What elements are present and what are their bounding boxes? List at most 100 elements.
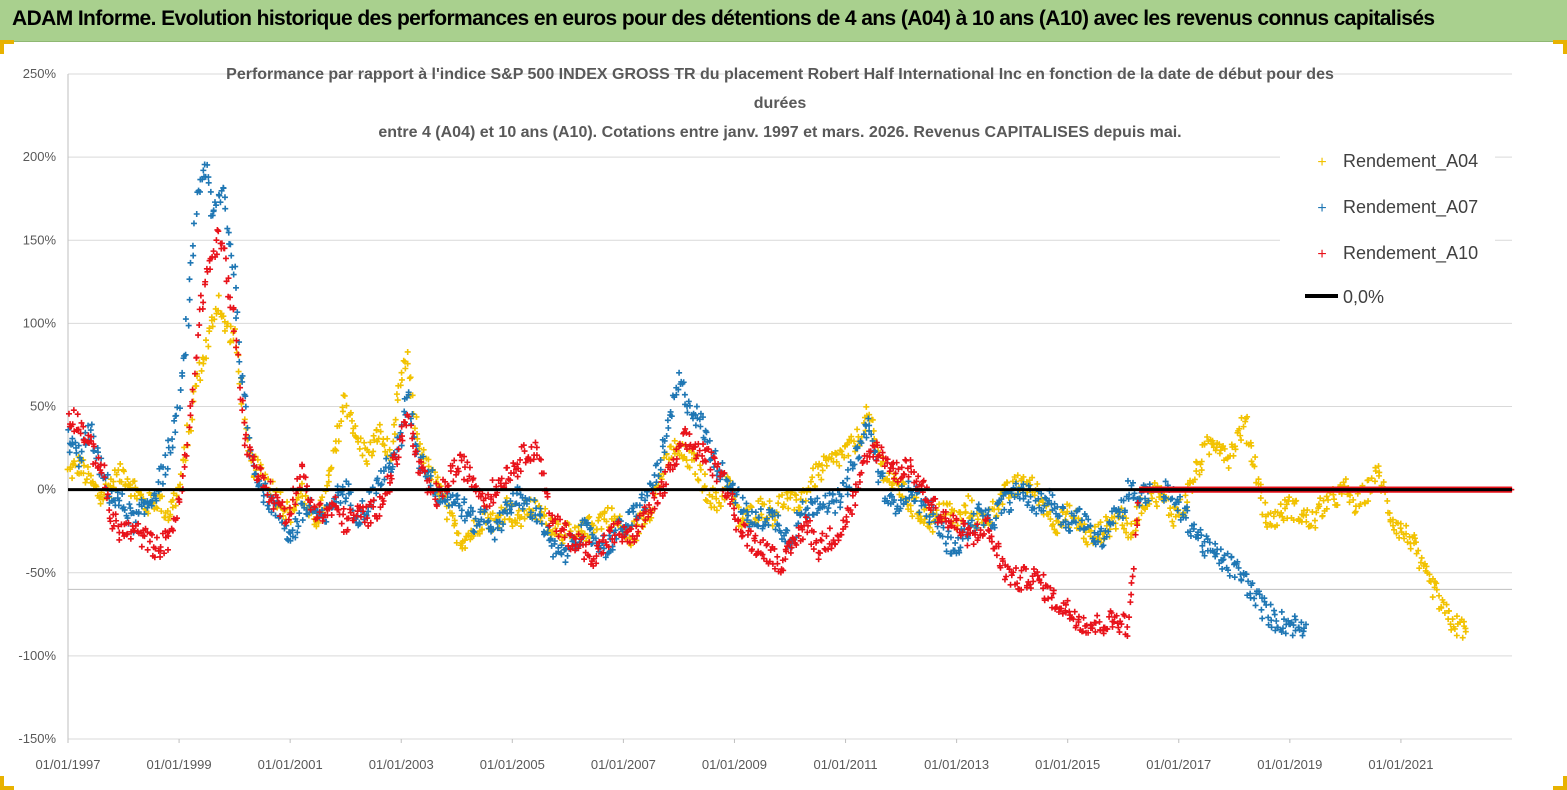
point-Rendement_A07 — [78, 457, 85, 464]
point-Rendement_A10 — [380, 498, 387, 505]
point-Rendement_A07 — [1036, 504, 1043, 511]
point-Rendement_A04 — [413, 413, 420, 420]
point-Rendement_A07 — [531, 497, 538, 504]
point-Rendement_A10 — [246, 452, 253, 459]
point-Rendement_A10 — [701, 457, 708, 464]
y-tick-label-4: 50% — [30, 399, 56, 414]
point-Rendement_A10 — [852, 481, 859, 488]
point-Rendement_A04 — [359, 452, 366, 459]
y-axis-ticks: 250% 200% 150% 100% 50% 0% -50% -100% -150% — [18, 66, 56, 746]
point-Rendement_A07 — [840, 479, 847, 486]
point-Rendement_A10 — [103, 495, 110, 502]
point-Rendement_A10 — [377, 504, 384, 511]
point-Rendement_A10 — [101, 474, 108, 481]
point-Rendement_A04 — [72, 462, 79, 469]
point-Rendement_A07 — [991, 524, 998, 531]
point-Rendement_A10 — [257, 465, 264, 472]
point-Rendement_A10 — [873, 457, 880, 464]
point-Rendement_A07 — [692, 411, 699, 418]
point-Rendement_A07 — [584, 519, 591, 526]
point-Rendement_A10 — [225, 275, 232, 282]
point-Rendement_A10 — [376, 512, 383, 519]
point-Rendement_A04 — [1303, 518, 1310, 525]
point-Rendement_A10 — [1085, 629, 1092, 636]
point-Rendement_A07 — [600, 545, 607, 552]
point-Rendement_A07 — [1083, 513, 1090, 520]
point-Rendement_A10 — [1055, 609, 1062, 616]
point-Rendement_A10 — [1066, 608, 1073, 615]
point-Rendement_A10 — [314, 514, 321, 521]
point-Rendement_A07 — [1184, 507, 1191, 514]
point-Rendement_A07 — [116, 497, 123, 504]
point-Rendement_A07 — [507, 498, 514, 505]
point-Rendement_A04 — [1445, 607, 1452, 614]
point-Rendement_A07 — [378, 481, 385, 488]
x-tick-label-5: 01/01/2007 — [591, 757, 656, 772]
point-Rendement_A07 — [909, 491, 916, 498]
point-Rendement_A10 — [825, 546, 832, 553]
point-Rendement_A04 — [1153, 498, 1160, 505]
legend-marker-a04: + — [1317, 154, 1326, 171]
point-Rendement_A10 — [517, 468, 524, 475]
point-Rendement_A10 — [830, 537, 837, 544]
point-Rendement_A04 — [578, 527, 585, 534]
point-Rendement_A07 — [292, 534, 299, 541]
point-Rendement_A07 — [144, 504, 151, 511]
point-Rendement_A04 — [1118, 505, 1125, 512]
point-Rendement_A07 — [365, 508, 372, 515]
point-Rendement_A04 — [1393, 530, 1400, 537]
point-Rendement_A10 — [241, 442, 248, 449]
point-Rendement_A07 — [207, 188, 214, 195]
point-Rendement_A10 — [241, 419, 248, 426]
point-Rendement_A04 — [1313, 509, 1320, 516]
point-Rendement_A10 — [196, 322, 203, 329]
point-Rendement_A07 — [190, 252, 197, 259]
point-Rendement_A07 — [891, 497, 898, 504]
point-Rendement_A10 — [131, 527, 138, 534]
point-Rendement_A10 — [281, 505, 288, 512]
point-Rendement_A04 — [339, 404, 346, 411]
point-Rendement_A10 — [715, 460, 722, 467]
point-Rendement_A04 — [364, 460, 371, 467]
point-Rendement_A10 — [645, 513, 652, 520]
point-Rendement_A10 — [727, 500, 734, 507]
point-Rendement_A07 — [429, 467, 436, 474]
point-Rendement_A10 — [907, 463, 914, 470]
point-Rendement_A07 — [169, 444, 176, 451]
point-Rendement_A04 — [1319, 513, 1326, 520]
point-Rendement_A07 — [1278, 628, 1285, 635]
point-Rendement_A04 — [571, 524, 578, 531]
point-Rendement_A10 — [619, 538, 626, 545]
point-Rendement_A04 — [1212, 447, 1219, 454]
point-Rendement_A04 — [1268, 522, 1275, 529]
point-Rendement_A07 — [1219, 557, 1226, 564]
point-Rendement_A07 — [665, 424, 672, 431]
point-Rendement_A10 — [214, 226, 221, 233]
chart-legend: + Rendement_A04 + Rendement_A07 + Rendem… — [1280, 130, 1495, 320]
point-Rendement_A10 — [386, 479, 393, 486]
point-Rendement_A10 — [974, 521, 981, 528]
point-Rendement_A10 — [642, 508, 649, 515]
point-Rendement_A07 — [449, 502, 456, 509]
point-Rendement_A07 — [228, 252, 235, 259]
point-Rendement_A10 — [641, 504, 648, 511]
point-Rendement_A04 — [205, 343, 212, 350]
point-Rendement_A04 — [224, 320, 231, 327]
point-Rendement_A10 — [264, 491, 271, 498]
point-Rendement_A10 — [823, 533, 830, 540]
point-Rendement_A04 — [1014, 472, 1021, 479]
point-Rendement_A10 — [615, 518, 622, 525]
point-Rendement_A10 — [482, 495, 489, 502]
point-Rendement_A04 — [713, 495, 720, 502]
point-Rendement_A07 — [1195, 535, 1202, 542]
point-Rendement_A10 — [561, 534, 568, 541]
point-Rendement_A04 — [193, 383, 200, 390]
point-Rendement_A07 — [680, 379, 687, 386]
point-Rendement_A07 — [968, 517, 975, 524]
point-Rendement_A10 — [335, 506, 342, 513]
point-Rendement_A07 — [155, 479, 162, 486]
point-Rendement_A10 — [771, 545, 778, 552]
point-Rendement_A04 — [1244, 413, 1251, 420]
point-Rendement_A07 — [397, 429, 404, 436]
point-Rendement_A04 — [1128, 520, 1135, 527]
